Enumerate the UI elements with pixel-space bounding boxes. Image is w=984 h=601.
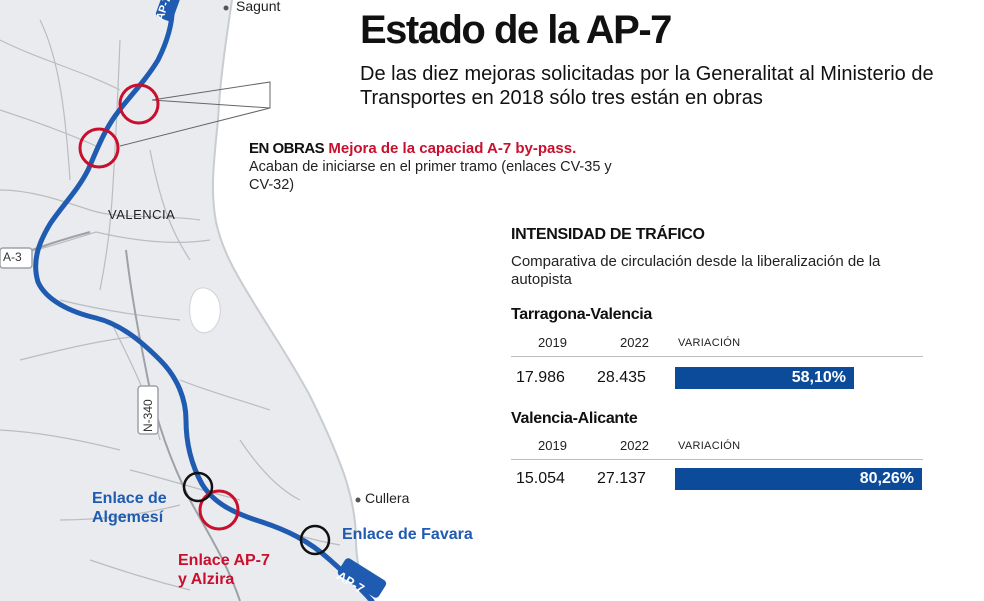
- a3-label: A-3: [3, 250, 22, 264]
- sagunt-dot: [223, 5, 229, 11]
- cullera-dot: [355, 497, 361, 503]
- valencia-label: VALENCIA: [108, 207, 176, 222]
- cullera-label: Cullera: [365, 490, 410, 506]
- works-highlight: Mejora de la capaciad A-7 by-pass.: [328, 140, 577, 157]
- ap7-shield-bottom: [337, 558, 387, 598]
- col-2019: 2019: [538, 335, 567, 350]
- variation-bar: 58,10%: [675, 367, 854, 389]
- value-2019: 15.054: [516, 470, 565, 487]
- works-circle-2: [78, 127, 120, 169]
- n340-label: N-340: [141, 399, 155, 432]
- col-2022: 2022: [620, 335, 649, 350]
- variation-value: 58,10%: [791, 369, 846, 386]
- traffic-heading: INTENSIDAD DE TRÁFICO: [511, 226, 705, 243]
- n340-road: [125, 249, 241, 601]
- table-rule: [511, 356, 923, 357]
- coastline: [211, 0, 369, 601]
- land-area: [0, 0, 368, 601]
- route-name: Valencia-Alicante: [511, 410, 638, 427]
- col-2019: 2019: [538, 438, 567, 453]
- alzira-label: Enlace AP-7 y Alzira: [178, 552, 270, 588]
- algemesi-label: Enlace de Algemesí: [92, 490, 167, 526]
- traffic-description: Comparativa de circulación desde la libe…: [511, 253, 881, 288]
- variation-bar: 80,26%: [675, 468, 922, 490]
- col-variation: VARIACIÓN: [678, 440, 741, 452]
- col-2022: 2022: [620, 438, 649, 453]
- works-description: Acaban de iniciarse en el primer tramo (…: [249, 159, 612, 193]
- ap7-shield-top: [155, 0, 181, 22]
- variation-value: 80,26%: [859, 470, 914, 487]
- junction-circle-favara: [299, 524, 331, 556]
- col-variation: VARIACIÓN: [678, 337, 741, 349]
- table-rule: [511, 459, 923, 460]
- ap7-motorway: [33, 0, 375, 601]
- works-note: EN OBRAS Mejora de la capaciad A-7 by-pa…: [249, 140, 629, 194]
- works-circle-1: [118, 83, 160, 125]
- page-title: Estado de la AP-7: [360, 8, 672, 52]
- works-circle-alzira: [198, 489, 240, 531]
- sagunt-label: Sagunt: [236, 0, 281, 14]
- value-2019: 17.986: [516, 369, 565, 386]
- value-2022: 28.435: [597, 369, 646, 386]
- n340-shield: [137, 385, 159, 435]
- leader-lines: [119, 81, 271, 147]
- route-name: Tarragona-Valencia: [511, 306, 653, 323]
- works-tag: EN OBRAS: [249, 140, 325, 157]
- value-2022: 27.137: [597, 470, 646, 487]
- page-subtitle: De las diez mejoras solicitadas por la G…: [360, 63, 934, 109]
- junction-circle-algemesi: [182, 471, 214, 503]
- lagoon: [189, 287, 221, 334]
- favara-label: Enlace de Favara: [342, 526, 473, 543]
- a3-shield: [0, 247, 33, 269]
